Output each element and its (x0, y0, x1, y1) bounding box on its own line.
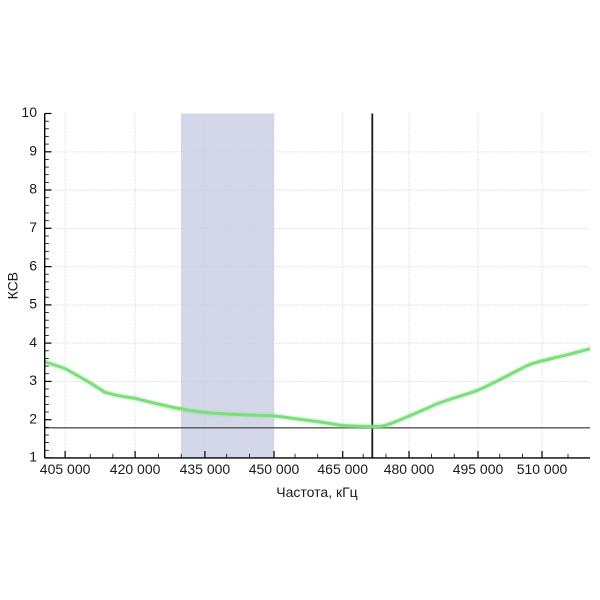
svg-text:465 000: 465 000 (317, 461, 368, 477)
svg-text:КСВ: КСВ (5, 272, 21, 299)
svg-text:450 000: 450 000 (249, 461, 300, 477)
svg-text:5: 5 (29, 296, 37, 312)
svg-text:8: 8 (29, 181, 37, 197)
svg-text:7: 7 (29, 219, 37, 235)
svg-text:420 000: 420 000 (110, 461, 161, 477)
svg-text:Частота, кГц: Частота, кГц (276, 484, 357, 500)
svg-text:9: 9 (29, 143, 37, 159)
svg-text:10: 10 (21, 104, 37, 120)
svg-text:4: 4 (29, 334, 37, 350)
svg-text:1: 1 (29, 449, 37, 465)
svg-text:2: 2 (29, 410, 37, 426)
svg-text:510 000: 510 000 (517, 461, 568, 477)
svg-text:3: 3 (29, 372, 37, 388)
svg-text:6: 6 (29, 257, 37, 273)
svg-text:435 000: 435 000 (180, 461, 231, 477)
svg-text:495 000: 495 000 (453, 461, 504, 477)
svg-text:405 000: 405 000 (40, 461, 91, 477)
svg-text:480 000: 480 000 (384, 461, 435, 477)
